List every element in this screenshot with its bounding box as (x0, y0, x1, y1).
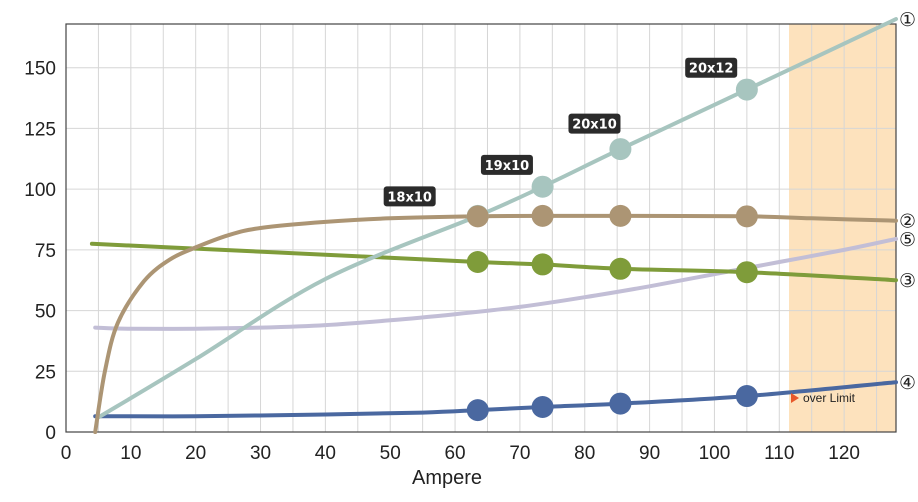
x-tick-label: 50 (380, 443, 401, 464)
y-tick-label: 125 (24, 119, 56, 140)
y-tick-label: 0 (45, 423, 56, 444)
data-point (466, 205, 489, 228)
data-point (609, 204, 632, 227)
size-annotations: over Limit 18x10 19x10 20x10 20x12 (383, 57, 856, 405)
over-limit-region (789, 24, 896, 432)
data-point (531, 395, 554, 418)
x-tick-label: 100 (699, 443, 731, 464)
y-tick-label: 150 (24, 59, 56, 80)
data-point (735, 205, 758, 228)
series-line (93, 380, 898, 419)
x-tick-label: 0 (61, 443, 72, 464)
x-tick-label: 80 (574, 443, 595, 464)
y-tick-label: 75 (35, 241, 56, 262)
over-limit-arrow (791, 393, 800, 403)
data-point (609, 257, 632, 280)
series-number-label: ③ (899, 270, 916, 292)
data-point (466, 251, 489, 273)
data-point (531, 175, 554, 198)
size-label: 19x10 (485, 159, 530, 174)
series-number-label: ① (899, 9, 916, 31)
data-point (735, 261, 758, 284)
series-number-label: ② (899, 211, 916, 233)
data-point (466, 399, 489, 422)
over-limit-label: over Limit (803, 391, 856, 405)
data-point (531, 253, 554, 276)
series-line (93, 236, 898, 331)
grid (65, 23, 897, 433)
size-label: 20x12 (689, 62, 734, 77)
series-number-labels: ① ②⑤ ③ ④ (899, 9, 916, 394)
data-point (609, 138, 632, 161)
series-lines (89, 17, 898, 434)
plot-frame (65, 23, 897, 433)
x-tick-label: 120 (828, 443, 860, 464)
size-label-box (480, 154, 533, 175)
size-label-box (383, 186, 436, 207)
tick-labels: 0 10 20 30 40 50 60 70 80 90 100 110 120 0 25 50 75 100 12… (24, 59, 860, 464)
series-number-label: ⑤ (899, 229, 916, 251)
data-point (531, 204, 554, 227)
y-tick-label: 50 (35, 302, 56, 323)
y-tick-label: 25 (35, 362, 56, 383)
x-tick-label: 30 (250, 443, 271, 464)
x-tick-label: 20 (185, 443, 206, 464)
size-label: 18x10 (387, 190, 432, 205)
x-axis-title: Ampere (412, 467, 482, 489)
x-tick-label: 90 (639, 443, 660, 464)
x-tick-label: 10 (120, 443, 141, 464)
y-tick-label: 100 (24, 180, 56, 201)
x-tick-label: 40 (315, 443, 336, 464)
size-label-box (685, 57, 738, 78)
series-line (93, 213, 898, 434)
size-label-box (568, 113, 621, 134)
data-point (735, 385, 758, 408)
series-number-label: ④ (899, 372, 916, 394)
series-markers (466, 78, 758, 422)
data-point (609, 392, 632, 415)
x-tick-label: 70 (509, 443, 530, 464)
x-tick-label: 110 (764, 443, 794, 464)
x-tick-label: 60 (444, 443, 465, 464)
data-point (735, 78, 758, 101)
size-label: 20x10 (572, 118, 617, 133)
over-limit-area (789, 24, 896, 432)
